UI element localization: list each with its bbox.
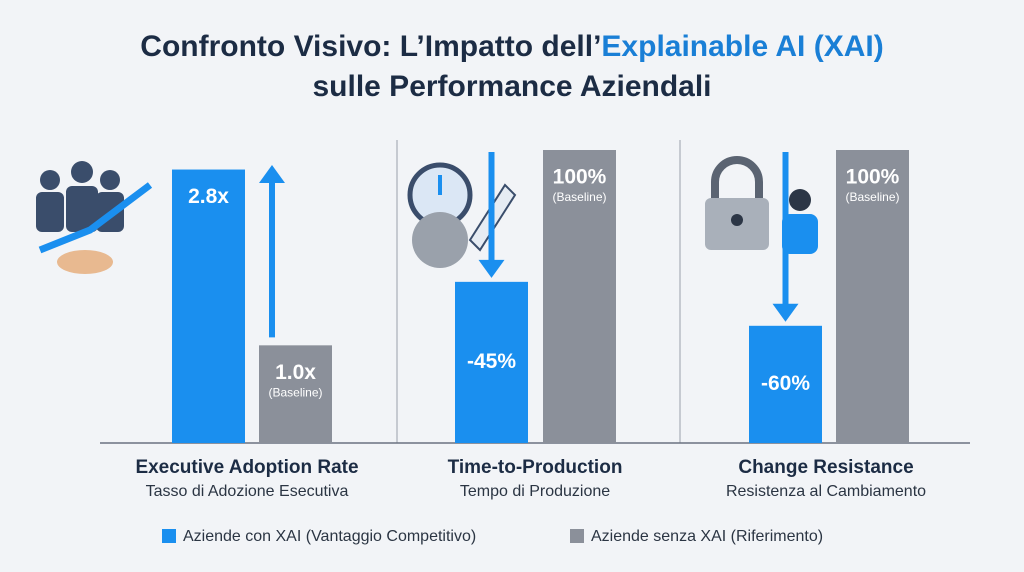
title-part: Confronto Visivo: L’Impatto dell’ <box>140 30 601 63</box>
value-label: 2.8x <box>188 185 229 208</box>
value-label: 100% <box>553 166 607 189</box>
value-note: (Baseline) <box>268 386 322 400</box>
arrow-head <box>478 259 505 278</box>
icon-lock-person <box>705 156 818 254</box>
arrow-head <box>772 303 799 322</box>
legend-label: Aziende senza XAI (Riferimento) <box>591 528 823 545</box>
category-subtitle: Tempo di Produzione <box>460 483 610 500</box>
icon-team <box>36 161 153 274</box>
bar <box>749 325 822 443</box>
legend-swatch <box>162 529 176 543</box>
bar <box>455 281 528 443</box>
value-note: (Baseline) <box>845 190 899 204</box>
bar <box>543 150 616 443</box>
category-subtitle: Tasso di Adozione Esecutiva <box>146 483 349 500</box>
legend-label: Aziende con XAI (Vantaggio Competitivo) <box>183 528 476 545</box>
bar <box>172 169 245 444</box>
category-label: Time-to-Production <box>448 457 623 478</box>
value-label: -45% <box>467 350 516 373</box>
legend-swatch <box>570 529 584 543</box>
category-subtitle: Resistenza al Cambiamento <box>726 483 926 500</box>
bar <box>259 345 332 443</box>
value-label: 1.0x <box>275 361 316 384</box>
value-label: -60% <box>761 372 810 395</box>
bar <box>836 150 909 443</box>
arrow-head <box>259 165 285 183</box>
title-highlight: Explainable AI (XAI) <box>601 30 883 63</box>
chart-title: sulle Performance Aziendali <box>312 70 711 103</box>
category-label: Change Resistance <box>738 457 913 478</box>
value-note: (Baseline) <box>552 190 606 204</box>
category-label: Executive Adoption Rate <box>135 457 358 478</box>
value-label: 100% <box>846 166 900 189</box>
chart-title: Confronto Visivo: L’Impatto dell’Explain… <box>140 30 883 63</box>
